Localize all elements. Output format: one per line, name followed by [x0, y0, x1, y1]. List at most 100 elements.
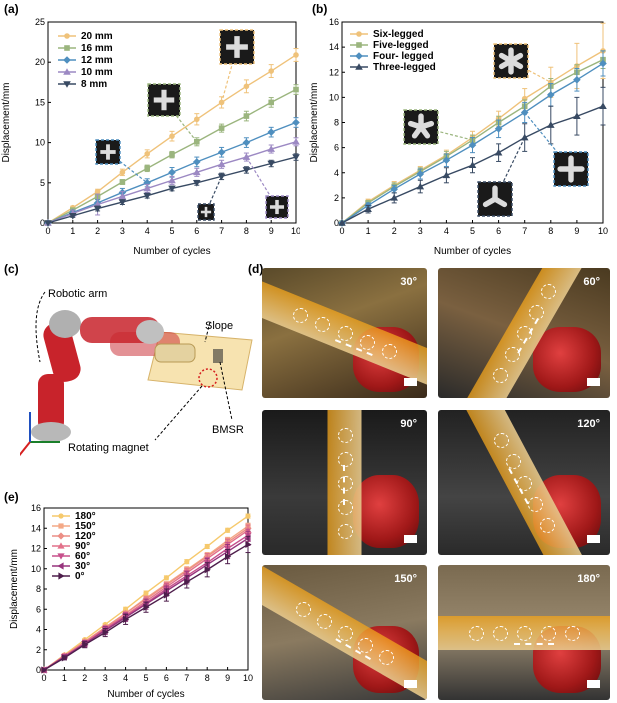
y-tick-label: 5: [40, 178, 45, 188]
legend-marker: [355, 63, 363, 70]
data-point: [119, 169, 126, 176]
data-point: [468, 141, 477, 149]
x-tick-label: 8: [244, 226, 249, 236]
robot-position-marker: [541, 625, 556, 641]
data-point: [468, 161, 477, 169]
robot-lower-arm: [43, 322, 81, 382]
inset-pointer: [163, 99, 198, 143]
series-180-: 180°: [41, 511, 251, 673]
data-point: [184, 578, 191, 586]
x-tick-label: 6: [194, 226, 199, 236]
scale-bar: [404, 378, 417, 386]
photo-angle-3: 90°: [262, 410, 427, 555]
data-point: [217, 160, 226, 168]
robot-position-marker: [337, 625, 353, 641]
data-point: [163, 591, 170, 599]
data-point: [242, 138, 251, 147]
x-tick-label: 9: [574, 226, 579, 236]
legend-marker: [355, 52, 363, 60]
x-tick-label: 10: [243, 673, 253, 683]
legend-marker: [64, 45, 70, 51]
robot-joint-2: [136, 320, 164, 344]
x-tick-label: 9: [269, 226, 274, 236]
inset-10mm: [245, 156, 289, 219]
inset-shape: [482, 196, 498, 208]
data-point: [204, 543, 210, 550]
robot-position-marker: [505, 454, 521, 470]
data-point: [442, 171, 451, 179]
rotating-magnet-marker: [198, 368, 218, 388]
data-point: [218, 125, 225, 131]
x-tick-label: 0: [41, 673, 46, 683]
data-point: [143, 179, 151, 187]
data-point: [44, 220, 52, 227]
data-point: [82, 641, 89, 649]
inset-six-legged: [493, 43, 552, 83]
x-tick-label: 2: [392, 226, 397, 236]
y-tick-label: 0: [36, 665, 41, 675]
data-point: [94, 188, 101, 195]
inset-five-legged: [403, 109, 473, 145]
y-tick-label: 4: [36, 625, 41, 635]
y-tick-label: 16: [329, 17, 339, 27]
scale-bar: [587, 680, 600, 688]
legend-label: 20 mm: [81, 31, 113, 42]
y-tick-label: 10: [31, 564, 41, 574]
robot-position-marker: [295, 601, 311, 617]
data-point: [61, 654, 68, 662]
data-point: [242, 153, 251, 160]
data-point: [169, 151, 175, 158]
robot-position-marker: [358, 637, 374, 653]
x-tick-label: 4: [145, 226, 150, 236]
y-tick-label: 25: [35, 17, 45, 27]
data-point: [267, 128, 275, 136]
legend-marker: [63, 56, 71, 64]
x-tick-label: 1: [70, 226, 75, 236]
robotic-arm-label: Robotic arm: [48, 288, 108, 300]
inset-pointer: [107, 151, 148, 184]
y-tick-label: 16: [31, 503, 41, 513]
data-point: [245, 540, 252, 549]
angle-label: 90°: [400, 418, 417, 430]
x-tick-label: 5: [143, 673, 148, 683]
legend-label: Three-legged: [373, 62, 436, 73]
legend-label: 180°: [75, 511, 96, 522]
x-tick-label: 10: [598, 226, 608, 236]
data-point: [338, 219, 346, 226]
angle-label: 30°: [400, 276, 417, 288]
data-point: [267, 145, 275, 152]
robot-diagram: Robotic arm Slope BMSR Rotating magnet: [17, 262, 260, 472]
robot-joint-1: [49, 310, 81, 338]
robot-position-marker: [517, 625, 532, 641]
data-point: [143, 184, 151, 192]
data-point: [494, 148, 503, 156]
legend-label: 16 mm: [81, 43, 113, 54]
x-tick-label: 9: [225, 673, 230, 683]
x-tick-label: 2: [95, 226, 100, 236]
slope-label: Slope: [205, 320, 234, 332]
legend-label: 0°: [75, 571, 85, 582]
photo-angle-4: 120°: [438, 410, 610, 555]
data-point: [242, 167, 251, 174]
inset-16mm: [147, 83, 198, 143]
x-axis-label: Number of cycles: [107, 689, 184, 700]
data-point: [547, 121, 555, 128]
angle-label: 150°: [394, 573, 417, 585]
data-point: [442, 156, 451, 164]
y-tick-label: 2: [334, 193, 339, 203]
data-point: [119, 179, 126, 185]
x-axis-label: Number of cycles: [133, 246, 210, 257]
panel-label-b: (b): [312, 2, 328, 16]
data-point: [268, 68, 275, 74]
x-tick-label: 10: [291, 226, 300, 236]
data-point: [168, 168, 176, 177]
data-point: [169, 133, 175, 139]
y-tick-label: 10: [329, 92, 339, 102]
data-point: [194, 116, 200, 123]
data-point: [292, 118, 300, 127]
data-point: [194, 138, 200, 145]
series-20-mm: 20 mm: [45, 31, 299, 226]
legend-label: 120°: [75, 531, 96, 542]
data-point: [193, 158, 201, 166]
data-point: [217, 148, 226, 157]
